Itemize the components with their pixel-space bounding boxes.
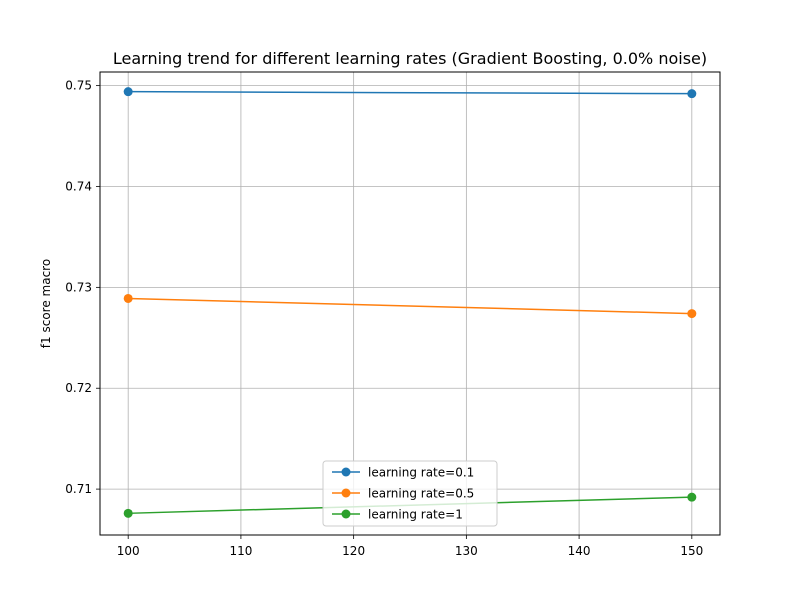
legend-label: learning rate=0.5 — [368, 487, 474, 501]
x-tick-label: 100 — [117, 544, 140, 558]
x-tick-label: 150 — [680, 544, 703, 558]
ticks: 100 110 120 130 140 150 0.71 0.72 0.73 0.74 0.75 — [65, 79, 703, 558]
data-point — [123, 508, 133, 518]
x-tick-label: 130 — [455, 544, 478, 558]
y-tick-label: 0.74 — [65, 179, 92, 193]
legend-box — [322, 460, 498, 527]
y-axis-label: f1 score macro — [39, 259, 53, 348]
y-tick-label: 0.73 — [65, 280, 92, 294]
data-point — [687, 89, 697, 99]
legend-item: learning rate=1 — [332, 508, 463, 522]
legend-item: learning rate=0.1 — [332, 466, 474, 480]
legend-swatch-marker — [341, 488, 351, 498]
data-point — [687, 309, 697, 319]
legend-swatch-marker — [341, 467, 351, 477]
grid — [100, 72, 720, 535]
x-tick-label: 140 — [568, 544, 591, 558]
series-line — [128, 297, 692, 315]
data-point — [123, 87, 133, 97]
legend-label: learning rate=1 — [368, 508, 463, 522]
y-tick-label: 0.75 — [65, 79, 92, 93]
chart-title: Learning trend for different learning ra… — [113, 49, 707, 68]
series-line — [128, 90, 692, 95]
y-tick-label: 0.71 — [65, 482, 92, 496]
x-tick-label: 110 — [229, 544, 252, 558]
x-tick-label: 120 — [342, 544, 365, 558]
legend: learning rate=0.1 learning rate=0.5 learni… — [322, 460, 498, 527]
y-tick-label: 0.72 — [65, 381, 92, 395]
data-point — [687, 492, 697, 502]
data-point — [123, 293, 133, 303]
legend-label: learning rate=0.1 — [368, 466, 474, 480]
series-2 — [123, 293, 697, 319]
plot-frame — [99, 71, 721, 536]
series-1 — [123, 87, 697, 99]
legend-swatch-marker — [341, 509, 351, 519]
legend-item: learning rate=0.5 — [332, 487, 474, 501]
